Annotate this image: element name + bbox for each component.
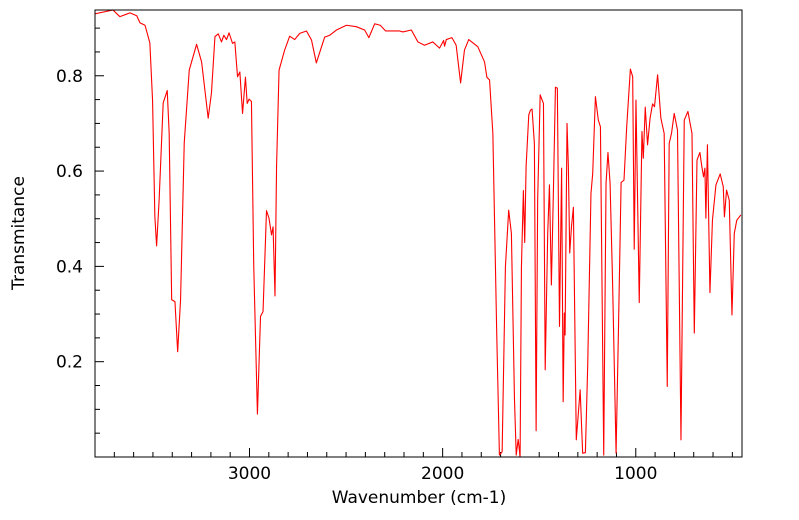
axis-ticks: 3000 2000 1000 0.2 0.4 0.6 0.8 — [56, 27, 733, 484]
y-tick-label: 0.4 — [56, 257, 83, 277]
spectrum-line — [94, 9, 742, 458]
x-tick-label: 2000 — [421, 464, 464, 484]
y-tick-label: 0.6 — [56, 162, 83, 182]
x-tick-label: 3000 — [228, 464, 271, 484]
series-group — [94, 9, 742, 458]
y-tick-label: 0.8 — [56, 67, 83, 87]
x-axis-label: Wavenumber (cm-1) — [332, 488, 507, 508]
y-tick-label: 0.2 — [56, 353, 83, 373]
y-axis-label: Transmitance — [9, 176, 29, 291]
plot-frame — [94, 9, 743, 458]
x-tick-label: 1000 — [614, 464, 657, 484]
